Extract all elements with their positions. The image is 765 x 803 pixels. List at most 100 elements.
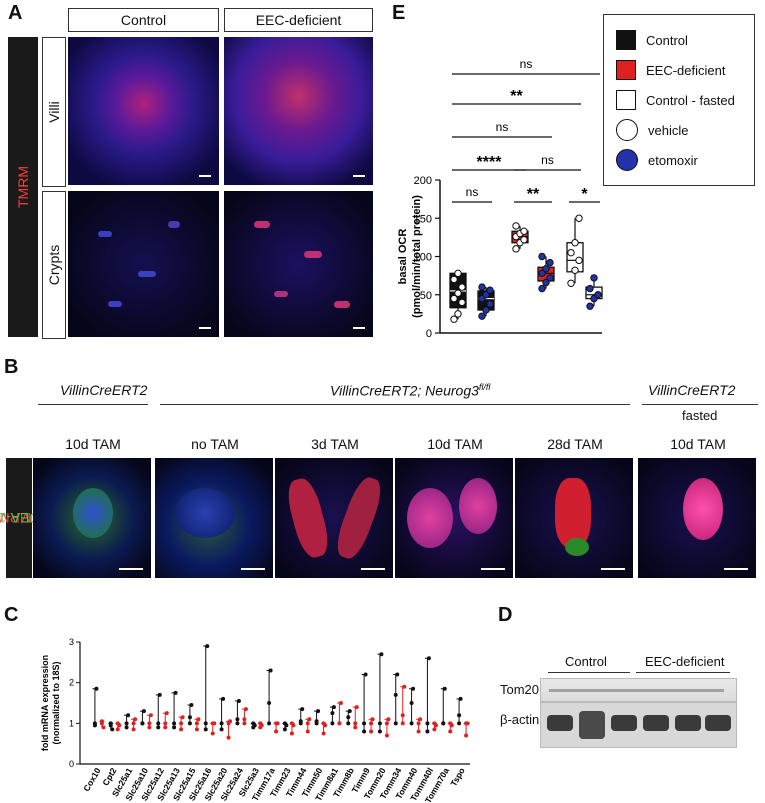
significance-label: ns xyxy=(466,185,479,199)
data-point xyxy=(203,721,208,726)
micrograph-b-4 xyxy=(395,458,513,578)
data-point xyxy=(172,721,177,726)
y-tick-label-e: 0 xyxy=(426,328,432,340)
data-point xyxy=(267,721,272,726)
data-point xyxy=(571,266,579,274)
data-point xyxy=(393,692,398,697)
data-point xyxy=(92,723,97,728)
legend-swatch-etomoxir xyxy=(616,149,638,171)
data-point xyxy=(590,274,598,282)
stain-sidebar-tmrm: TMRM xyxy=(8,37,38,337)
data-point xyxy=(442,686,447,691)
data-point xyxy=(133,717,138,722)
genotype-2-text: VillinCreERT2; Neurog3 xyxy=(330,382,479,399)
data-point xyxy=(448,729,453,734)
data-point xyxy=(441,721,446,726)
data-point xyxy=(567,248,575,257)
data-point xyxy=(140,721,145,726)
legend-label-vehicle: vehicle xyxy=(648,122,689,138)
blot-label-tom20: Tom20 xyxy=(500,682,540,697)
genotype-1: VillinCreERT2 xyxy=(60,382,148,398)
row-label-villi: Villi xyxy=(46,101,62,123)
data-point xyxy=(411,686,416,691)
data-point xyxy=(586,284,594,293)
data-point xyxy=(512,222,520,230)
data-point xyxy=(236,698,241,703)
legend-label-etomoxir: etomoxir xyxy=(648,152,698,168)
legend-swatch-vehicle xyxy=(616,119,638,141)
data-point xyxy=(432,727,437,732)
data-point xyxy=(305,729,310,734)
data-point xyxy=(478,312,486,320)
data-point xyxy=(131,727,136,732)
data-point xyxy=(282,727,287,732)
data-point xyxy=(268,668,273,673)
data-point xyxy=(346,715,351,720)
data-point xyxy=(228,719,233,724)
micrograph-b-2 xyxy=(155,458,273,578)
data-point xyxy=(384,733,389,738)
data-point xyxy=(369,721,374,726)
data-point xyxy=(258,725,263,730)
y-axis-label-e-1: basal OCR xyxy=(397,229,409,285)
data-point xyxy=(219,727,224,732)
data-point xyxy=(362,721,367,726)
data-point xyxy=(353,725,358,730)
data-point xyxy=(433,723,438,728)
y-axis-label-c-2: (normalized to 18S) xyxy=(51,661,61,744)
significance-label: ** xyxy=(510,88,523,105)
data-point xyxy=(338,701,343,705)
data-point xyxy=(520,235,528,244)
data-point xyxy=(379,652,384,657)
data-point xyxy=(384,721,389,726)
y-tick-label-c: 2 xyxy=(69,678,74,688)
data-point xyxy=(291,723,296,728)
data-point xyxy=(157,692,162,697)
data-point xyxy=(148,713,153,718)
data-point xyxy=(594,291,602,299)
data-point xyxy=(243,707,248,712)
micrograph-eec-crypts xyxy=(224,191,373,337)
data-point xyxy=(486,300,494,308)
genotype-2: VillinCreERT2; Neurog3fl/fl xyxy=(330,382,490,399)
blot-group-eec: EEC-deficient xyxy=(645,654,725,669)
significance-label: ** xyxy=(527,186,540,203)
data-point xyxy=(94,686,99,691)
micrograph-b-1 xyxy=(33,458,151,578)
data-point xyxy=(173,690,178,695)
x-tick-label-c: Tspo xyxy=(448,766,467,788)
chart-e: 0 50 100 150 200 basal OCR (pmol/min/total pro… xyxy=(397,57,603,340)
data-point xyxy=(141,709,146,714)
data-point xyxy=(538,284,546,293)
y-tick-label-c: 1 xyxy=(69,718,74,728)
y-tick-label-c: 0 xyxy=(69,759,74,769)
y-tick-label-e: 100 xyxy=(414,252,432,264)
data-point xyxy=(323,723,328,728)
data-point xyxy=(180,715,185,720)
col-header-eec: EEC-deficient xyxy=(224,8,373,32)
panel-label-c: C xyxy=(4,604,19,626)
stain-sidebar-b: TMRM UEA-1 xyxy=(0,458,40,578)
legend-swatch-eec xyxy=(616,60,636,80)
data-point xyxy=(363,672,368,677)
data-point xyxy=(330,721,335,726)
data-point xyxy=(450,315,458,323)
data-point xyxy=(542,278,550,287)
stain-label-tmrm: TMRM xyxy=(15,166,31,208)
data-point xyxy=(457,721,462,726)
data-point xyxy=(458,298,466,307)
data-point xyxy=(409,701,414,705)
legend-e: Control EEC-deficient Control - fasted v… xyxy=(603,14,755,186)
data-point xyxy=(409,721,414,726)
data-point xyxy=(586,302,594,310)
data-point xyxy=(274,729,279,734)
data-point xyxy=(458,283,466,291)
data-point xyxy=(131,721,136,726)
data-point xyxy=(402,684,407,689)
condition-label-4: 10d TAM xyxy=(427,436,483,452)
data-point xyxy=(147,721,152,726)
legend-swatch-fasted xyxy=(616,90,636,110)
condition-label-5: 28d TAM xyxy=(547,436,603,452)
data-point xyxy=(110,727,115,732)
data-point xyxy=(126,713,131,718)
